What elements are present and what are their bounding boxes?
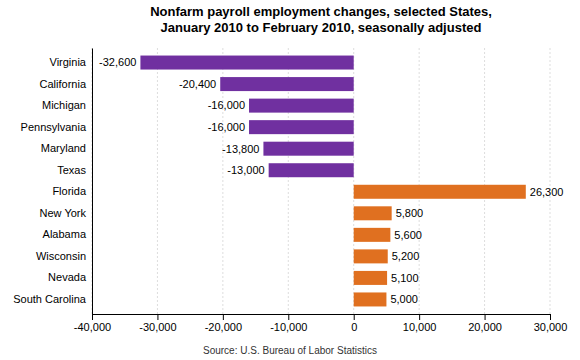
y-tick-label: Pennsylvania <box>21 121 87 133</box>
y-tick: Wisconsin <box>36 250 86 262</box>
x-tick: -40,000 <box>74 314 111 333</box>
y-tick-label: Nevada <box>48 271 87 283</box>
data-label: 5,000 <box>390 293 418 305</box>
bar <box>249 99 354 113</box>
bar <box>249 120 354 134</box>
x-tick-label: 20,000 <box>468 321 502 333</box>
y-tick: Pennsylvania <box>21 121 87 133</box>
bar <box>354 206 392 220</box>
y-tick: South Carolina <box>13 293 87 305</box>
x-tick-mark <box>419 314 420 320</box>
grid-line <box>419 48 420 314</box>
x-tick-label: -30,000 <box>139 321 176 333</box>
y-tick: Alabama <box>43 228 87 240</box>
y-axis-line <box>92 49 93 315</box>
x-tick-mark <box>288 314 289 320</box>
x-tick: -30,000 <box>139 314 176 333</box>
bar <box>354 185 526 199</box>
x-tick-mark <box>157 314 158 320</box>
chart-svg: -40,000 -30,000 -20,000 -10,000 0 10,000 20,00… <box>0 0 580 360</box>
y-tick-label: Michigan <box>42 99 86 111</box>
data-label: -16,000 <box>208 99 245 111</box>
grid-line <box>484 48 485 314</box>
y-tick: Florida <box>52 185 87 197</box>
y-axis: Virginia California Michigan Pennsylvania Ma… <box>13 49 92 315</box>
y-tick: California <box>40 78 87 90</box>
y-tick-label: New York <box>40 207 87 219</box>
x-tick-label: 10,000 <box>403 321 437 333</box>
bar <box>354 271 387 285</box>
y-tick-label: Texas <box>57 164 86 176</box>
x-axis-line <box>93 315 551 321</box>
x-tick-mark <box>92 314 93 320</box>
bar <box>354 228 391 242</box>
bar <box>220 77 353 91</box>
data-label: -16,000 <box>208 121 245 133</box>
y-tick: Virginia <box>50 56 87 68</box>
x-tick-mark <box>485 314 486 320</box>
bar <box>269 163 354 177</box>
y-tick-label: Virginia <box>50 56 87 68</box>
grid-line <box>157 48 158 314</box>
y-tick: Texas <box>57 164 86 176</box>
y-tick-label: Wisconsin <box>36 250 86 262</box>
data-label: -32,600 <box>99 56 136 68</box>
bar <box>140 56 353 70</box>
data-label: -13,000 <box>227 164 264 176</box>
y-tick: New York <box>40 207 87 219</box>
source-note: Source: U.S. Bureau of Labor Statistics <box>203 345 377 356</box>
bars <box>140 56 525 307</box>
y-tick: Nevada <box>48 271 87 283</box>
plot-area: -40,000 -30,000 -20,000 -10,000 0 10,000 20,00… <box>13 48 567 333</box>
bar <box>354 249 388 263</box>
x-tick: 10,000 <box>403 314 437 333</box>
x-tick: -20,000 <box>205 314 242 333</box>
x-axis: -40,000 -30,000 -20,000 -10,000 0 10,000 20,00… <box>74 314 567 333</box>
y-tick-label: California <box>40 78 87 90</box>
data-label: -20,400 <box>179 78 216 90</box>
title: Nonfarm payroll employment changes, sele… <box>150 4 492 35</box>
title-line: January 2010 to February 2010, seasonall… <box>161 20 482 35</box>
x-tick: 30,000 <box>534 314 568 333</box>
x-tick-mark <box>550 314 551 320</box>
data-label: -13,800 <box>222 143 259 155</box>
data-label: 5,200 <box>392 250 420 262</box>
bar <box>263 142 353 156</box>
x-tick: -10,000 <box>270 314 307 333</box>
data-label: 26,300 <box>530 186 564 198</box>
y-tick: Michigan <box>42 99 86 111</box>
y-tick-label: Florida <box>52 185 87 197</box>
data-label: 5,100 <box>391 272 419 284</box>
x-tick-label: -40,000 <box>74 321 111 333</box>
grid <box>92 48 550 314</box>
x-tick-label: 30,000 <box>534 321 568 333</box>
data-labels: -32,600 -20,400 -16,000 -16,000 -13,800 -13,0… <box>99 56 563 305</box>
y-tick-label: South Carolina <box>13 293 87 305</box>
x-tick: 20,000 <box>468 314 502 333</box>
x-tick-label: 0 <box>351 321 357 333</box>
grid-line <box>92 48 93 314</box>
title-line: Nonfarm payroll employment changes, sele… <box>150 4 492 19</box>
x-tick-label: -10,000 <box>270 321 307 333</box>
y-tick: Maryland <box>41 142 86 154</box>
grid-line <box>550 48 551 314</box>
data-label: 5,600 <box>394 229 422 241</box>
y-tick-label: Alabama <box>43 228 87 240</box>
data-label: 5,800 <box>396 207 424 219</box>
y-tick-label: Maryland <box>41 142 86 154</box>
x-tick: 0 <box>351 314 357 333</box>
bar <box>354 292 387 306</box>
x-tick-mark <box>354 314 355 320</box>
x-tick-label: -20,000 <box>205 321 242 333</box>
x-tick-mark <box>223 314 224 320</box>
